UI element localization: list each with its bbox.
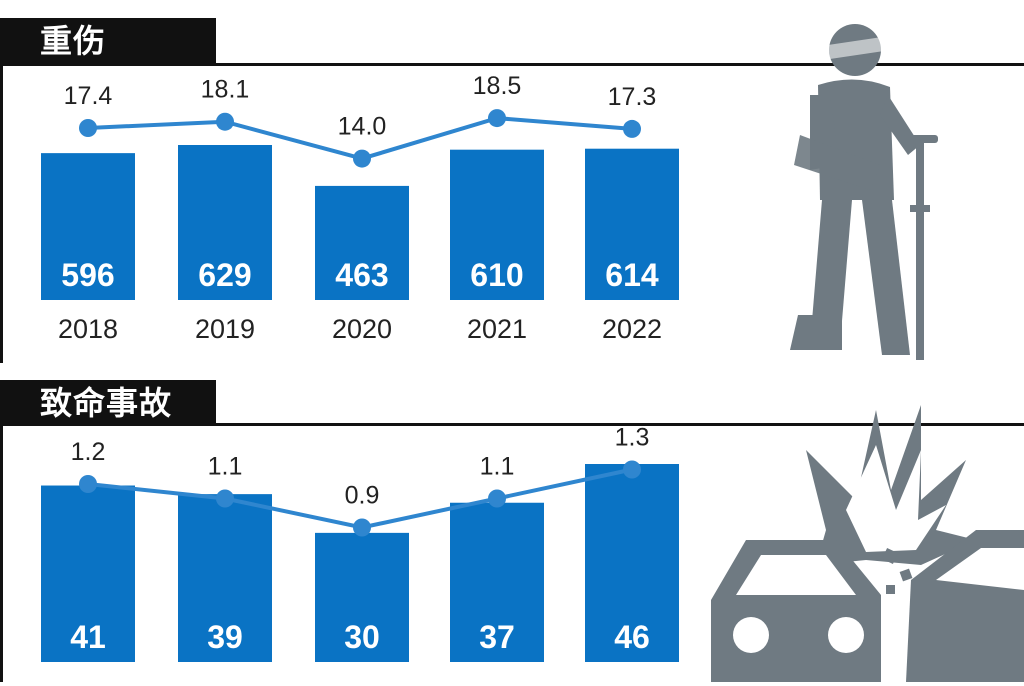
bar-2018 — [41, 153, 135, 300]
fatal-accident-header: 致命事故 — [0, 380, 216, 425]
rate-point — [79, 475, 97, 493]
x-tick-label: 2022 — [602, 314, 662, 344]
bar-value-label: 463 — [335, 257, 388, 293]
bar-2019 — [178, 145, 272, 300]
bar-2018 — [41, 485, 135, 662]
bar-2021 — [450, 149, 544, 300]
bar-2019 — [178, 494, 272, 662]
rate-point — [488, 109, 506, 128]
header-rule — [0, 63, 1024, 66]
rate-label: 1.1 — [208, 453, 243, 481]
bar-value-label: 610 — [470, 257, 523, 293]
x-tick-label: 2019 — [195, 314, 255, 344]
left-rule — [0, 63, 3, 363]
rate-label: 17.3 — [608, 83, 657, 111]
bar-value-label: 596 — [61, 257, 114, 293]
bar-value-label: 629 — [198, 257, 251, 293]
rate-label: 18.1 — [201, 76, 250, 104]
left-rule — [0, 423, 3, 682]
rate-point — [79, 119, 97, 137]
rate-label: 1.3 — [615, 424, 650, 452]
bar-2020 — [315, 185, 409, 300]
rate-label: 18.5 — [473, 72, 522, 100]
x-tick-label: 2018 — [58, 314, 118, 344]
rate-point — [216, 112, 234, 131]
rate-point — [353, 518, 371, 537]
rate-point — [216, 489, 234, 508]
rate-label: 14.0 — [338, 113, 387, 141]
fatal-accident-title: 致命事故 — [40, 384, 173, 422]
bar-value-label: 39 — [207, 619, 243, 655]
fatal-accident-chart: 41 39 30 37 46 1.2 1.1 0.9 1.1 1.3 — [41, 424, 679, 662]
rate-label: 17.4 — [64, 82, 113, 110]
serious-injury-title: 重伤 — [40, 22, 107, 60]
rate-label: 1.2 — [71, 438, 106, 466]
car-crash-icon — [706, 390, 1024, 682]
bar-2021 — [450, 502, 544, 662]
bar-value-label: 30 — [344, 619, 380, 655]
serious-injury-header: 重伤 — [0, 18, 216, 63]
injured-person-icon — [770, 15, 950, 365]
x-tick-label: 2021 — [467, 314, 527, 344]
rate-point — [623, 460, 641, 479]
rate-point — [623, 119, 641, 138]
rate-label: 0.9 — [345, 482, 380, 510]
rate-label: 1.1 — [480, 453, 515, 481]
rate-point — [488, 489, 506, 508]
bar-value-label: 37 — [479, 619, 515, 655]
rate-point — [353, 149, 371, 168]
bar-value-label: 46 — [614, 619, 650, 655]
serious-injury-chart: 596 629 463 610 614 17.4 18.1 14.0 18.5 17.3 2018 2… — [41, 72, 679, 344]
bar-2022 — [585, 148, 679, 300]
bar-2020 — [315, 532, 409, 662]
header-rule — [0, 423, 1024, 426]
bar-value-label: 614 — [605, 257, 659, 293]
bar-2022 — [585, 464, 679, 662]
x-tick-label: 2020 — [332, 314, 392, 344]
bar-value-label: 41 — [70, 619, 106, 655]
